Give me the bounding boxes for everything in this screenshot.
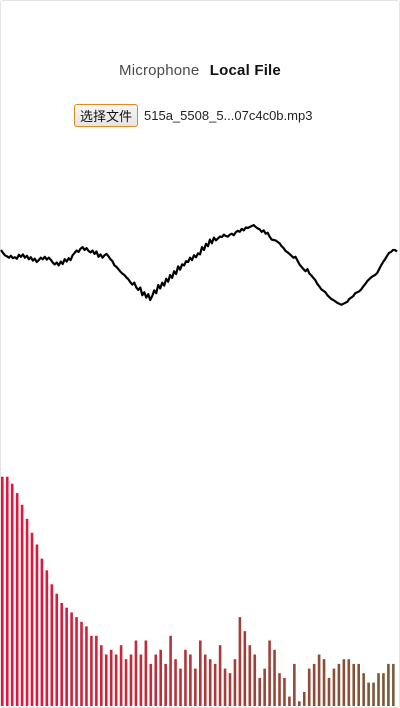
spectrum-bar (70, 612, 73, 706)
spectrum-bar (85, 626, 88, 706)
spectrum-bar (362, 673, 365, 706)
spectrum-bar (124, 659, 128, 706)
spectrum-bar (327, 677, 331, 706)
spectrum-bar (45, 570, 49, 706)
spectrum-bar (228, 673, 232, 706)
spectrum-bar (263, 668, 266, 706)
spectrum-bar (307, 668, 311, 706)
spectrum-bar (337, 663, 341, 706)
spectrum-bar (149, 663, 153, 706)
spectrum-bar (218, 645, 222, 706)
spectrum-bar (392, 663, 395, 706)
frequency-spectrum (1, 476, 395, 706)
spectrum-bar (293, 663, 296, 706)
spectrum-bar (347, 659, 351, 706)
spectrum-bar (104, 654, 108, 706)
spectrum-bar (100, 645, 103, 706)
spectrum-bar (238, 617, 242, 706)
spectrum-bar (169, 635, 172, 706)
spectrum-bar (288, 696, 291, 706)
spectrum-bar (164, 663, 167, 706)
spectrum-bar (213, 663, 217, 706)
spectrum-bar (243, 631, 247, 706)
spectrum-bar (65, 607, 68, 706)
spectrum-bar (20, 504, 24, 706)
spectrum-bar (174, 659, 177, 706)
choose-file-button[interactable]: 选择文件 (74, 103, 139, 127)
file-input: 选择文件 515a_5508_5...07c4c0b.mp3 (74, 103, 312, 127)
spectrum-bar (154, 654, 158, 706)
spectrum-bar (332, 668, 336, 706)
spectrum-bar (258, 677, 261, 706)
spectrum-bar (25, 518, 29, 706)
source-tabs: Microphone Local File (0, 62, 400, 79)
spectrum-bar (5, 476, 9, 706)
spectrum-bar (139, 654, 143, 706)
selected-file-name: 515a_5508_5...07c4c0b.mp3 (144, 107, 313, 123)
spectrum-bar (35, 544, 39, 706)
spectrum-bar (317, 654, 321, 706)
spectrum-bar (208, 659, 212, 706)
spectrum-bar (312, 663, 316, 706)
spectrum-bar (352, 663, 356, 706)
spectrum-bar (1, 476, 4, 706)
spectrum-bar (342, 659, 346, 706)
spectrum-bar (273, 649, 276, 706)
spectrum-bar (50, 584, 54, 706)
spectrum-bar (119, 645, 123, 706)
spectrum-bar (298, 701, 301, 706)
spectrum-bar (10, 483, 14, 706)
spectrum-bar (367, 682, 370, 706)
spectrum-bar (15, 493, 19, 706)
spectrum-bar (109, 649, 113, 706)
spectrum-bar (248, 645, 252, 706)
spectrum-bar (159, 649, 162, 706)
spectrum-bar (90, 635, 93, 706)
spectrum-bar (203, 654, 207, 706)
spectrum-bar (199, 640, 202, 706)
tab-local-file[interactable]: Local File (209, 62, 281, 79)
spectrum-bar (95, 635, 98, 706)
spectrum-bar (387, 663, 390, 706)
spectrum-bar (357, 663, 360, 706)
spectrum-bar (194, 668, 197, 706)
spectrum-bar (322, 659, 326, 706)
spectrum-bar (80, 621, 83, 706)
spectrum-bar (60, 603, 63, 706)
spectrum-bar (55, 593, 59, 706)
spectrum-bar (372, 682, 375, 706)
spectrum-bar (179, 668, 182, 706)
spectrum-bar (129, 654, 133, 706)
spectrum-bar (268, 640, 271, 706)
spectrum-bar (40, 558, 44, 706)
tab-microphone[interactable]: Microphone (119, 62, 200, 79)
spectrum-bar (134, 640, 138, 706)
spectrum-bar (189, 654, 192, 706)
spectrum-bar (253, 654, 257, 706)
spectrum-bar (302, 692, 306, 706)
spectrum-bar (30, 532, 34, 706)
spectrum-bar (184, 649, 187, 706)
spectrum-bar (75, 617, 78, 706)
spectrum-bar (283, 677, 286, 706)
spectrum-bar (377, 673, 380, 706)
spectrum-bar (278, 673, 281, 706)
waveform-line (0, 224, 398, 306)
spectrum-bar (382, 673, 385, 706)
spectrum-bar (144, 640, 148, 706)
spectrum-bar (223, 668, 227, 706)
spectrum-bar (233, 659, 237, 706)
spectrum-bar (114, 654, 118, 706)
